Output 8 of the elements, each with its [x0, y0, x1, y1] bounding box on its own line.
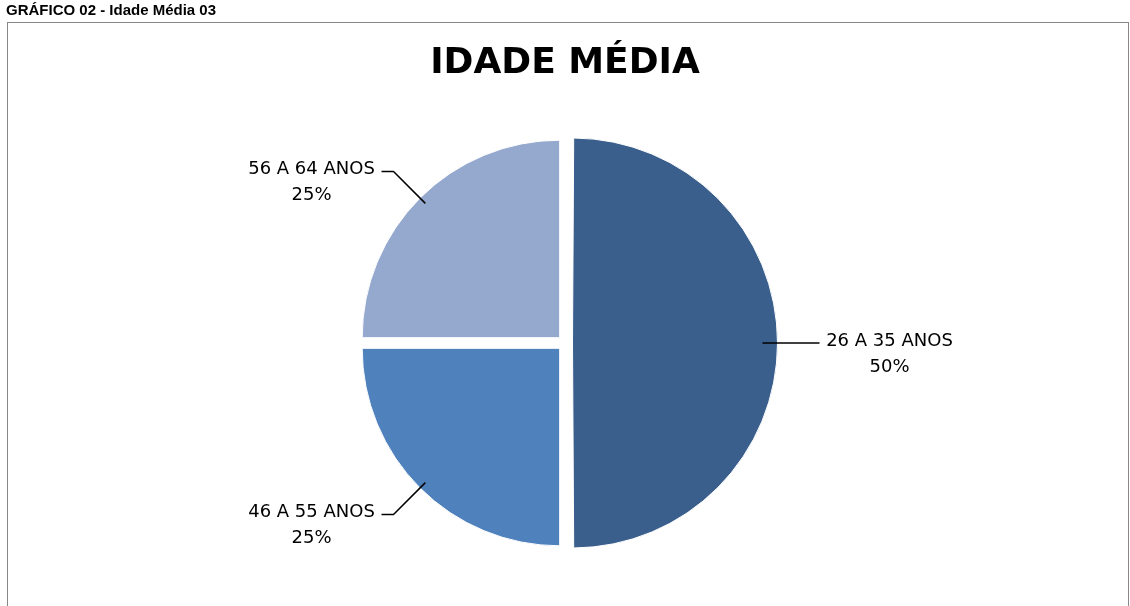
data-label: 50% — [869, 354, 910, 376]
data-label: 25% — [291, 526, 332, 548]
slice-label: 46 A 55 ANOS — [248, 500, 375, 522]
slice-label: 26 A 35 ANOS — [826, 328, 953, 350]
text: GRÁFICO 02 - Idade Média 03 — [6, 1, 217, 19]
data-label: 25% — [291, 183, 332, 205]
slice-label: 56 A 64 ANOS — [248, 157, 375, 179]
chart-title: IDADE MÉDIA — [429, 40, 701, 81]
